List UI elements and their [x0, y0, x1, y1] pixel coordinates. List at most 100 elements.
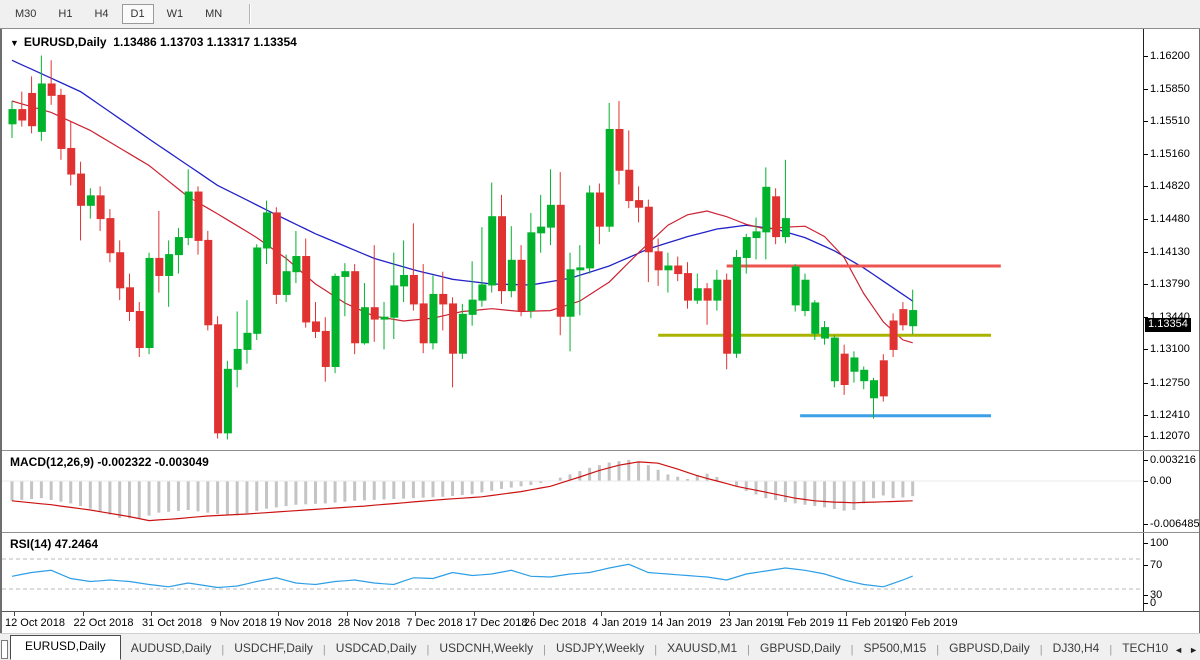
tab-scroll-left-icon[interactable]: ◄ — [1174, 645, 1184, 655]
tab-audusd-daily[interactable]: AUDUSD,Daily — [130, 641, 212, 655]
candle — [174, 228, 183, 274]
candle — [674, 256, 683, 282]
tabbar-gripper[interactable] — [1, 640, 8, 659]
candle — [909, 289, 918, 335]
candle — [37, 55, 46, 141]
price-axis-label: 1.13790 — [1144, 278, 1190, 290]
tab-separator: | — [1039, 644, 1043, 656]
candle — [429, 275, 438, 350]
candle — [537, 194, 546, 253]
tab-usdchf-daily[interactable]: USDCHF,Daily — [234, 641, 313, 655]
tab-dj30-h4[interactable]: DJ30,H4 — [1052, 641, 1100, 655]
timeframe-button-h4[interactable]: H4 — [94, 8, 109, 20]
date-tick — [846, 612, 848, 616]
candle — [360, 283, 369, 345]
macd-axis-label: -0.006485 — [1144, 517, 1200, 530]
candle — [517, 245, 526, 317]
current-price-badge: 1.13354 — [1145, 318, 1191, 333]
macd-axis-label: 0.003216 — [1144, 453, 1196, 466]
candle — [370, 245, 379, 342]
rsi-line — [11, 563, 913, 589]
timeframe-button-w1[interactable]: W1 — [166, 8, 184, 20]
date-axis-label: 22 Oct 2018 — [73, 617, 134, 629]
candle — [772, 188, 781, 245]
candle — [409, 223, 418, 311]
rsi-pane[interactable]: RSI(14) 47.2464 — [2, 533, 1144, 611]
tab-usdcnh-weekly[interactable]: USDCNH,Weekly — [439, 641, 534, 655]
candle — [625, 130, 634, 209]
date-tick — [219, 612, 221, 616]
candle — [282, 254, 291, 303]
tab-sp500-m15[interactable]: SP500,M15 — [863, 641, 927, 655]
tab-scroll-buttons: ◄ ► — [1170, 645, 1198, 655]
candle — [840, 344, 849, 395]
price-axis[interactable]: 1.16200 1.15850 1.15510 1.15160 1.14820 1.144… — [1143, 29, 1199, 450]
rsi-axis-label: 70 — [1143, 559, 1163, 571]
price-axis-label: 1.13100 — [1144, 343, 1190, 356]
symbol-dropdown-icon[interactable]: ▼ — [10, 38, 19, 48]
price-axis-label: 1.14820 — [1144, 180, 1190, 193]
tab-usdjpy-weekly[interactable]: USDJPY,Weekly — [555, 641, 645, 655]
rsi-row: RSI(14) 47.2464 100 70 30 0 — [2, 533, 1199, 611]
price-axis-label: 1.16200 — [1144, 49, 1190, 62]
rsi-axis-label: 100 — [1143, 536, 1169, 549]
candle — [47, 60, 56, 105]
timeframe-button-d1[interactable]: D1 — [121, 4, 154, 24]
tab-usdcad-daily[interactable]: USDCAD,Daily — [335, 641, 417, 655]
price-axis-label: 1.15510 — [1144, 114, 1190, 127]
date-axis-label: 14 Jan 2019 — [651, 617, 712, 629]
candle — [135, 302, 144, 358]
tab-tech10[interactable]: TECH10 — [1122, 641, 1169, 655]
macd-pane[interactable]: MACD(12,26,9) -0.002322 -0.003049 — [2, 451, 1144, 532]
macd-signal-line — [11, 461, 913, 522]
date-tick — [474, 612, 476, 616]
candle — [889, 313, 898, 358]
candle — [233, 311, 242, 388]
candle — [341, 263, 350, 317]
timeframe-button-m30[interactable]: M30 — [15, 8, 37, 20]
candle — [723, 273, 732, 370]
candle — [214, 316, 223, 439]
date-tick — [14, 612, 15, 616]
macd-row: MACD(12,26,9) -0.002322 -0.003049 0.0032… — [2, 451, 1200, 533]
tab-scroll-right-icon[interactable]: ► — [1189, 645, 1198, 655]
candle — [732, 249, 741, 358]
candle — [870, 377, 879, 419]
candle — [615, 101, 624, 185]
price-axis-label: 1.15160 — [1144, 148, 1190, 161]
tab-gbpusd-daily[interactable]: GBPUSD,Daily — [759, 641, 841, 655]
candle — [380, 302, 389, 350]
candle — [155, 211, 164, 293]
rsi-axis-label: 0 — [1143, 597, 1157, 609]
candle — [57, 88, 66, 160]
main-chart-pane[interactable]: ▼ EURUSD,Daily 1.13486 1.13703 1.13317 1.… — [2, 29, 1144, 450]
chart-tab-bar: EURUSD,Daily AUDUSD,Daily | USDCHF,Daily | US… — [0, 633, 1200, 660]
price-axis-label: 1.12410 — [1144, 408, 1190, 421]
timeframe-button-mn[interactable]: MN — [205, 8, 223, 20]
date-tick — [278, 612, 280, 616]
candle — [507, 226, 516, 298]
candle — [664, 252, 673, 293]
tab-gbpusd-daily[interactable]: GBPUSD,Daily — [949, 641, 1030, 655]
candle — [498, 194, 506, 304]
candle — [400, 240, 409, 303]
tab-eurusd-daily[interactable]: EURUSD,Daily — [10, 635, 121, 660]
candle — [243, 300, 252, 364]
candle — [419, 264, 428, 354]
candle — [821, 320, 830, 345]
candle — [321, 317, 330, 382]
candle — [263, 200, 272, 265]
candle — [18, 91, 27, 127]
candle — [850, 351, 859, 383]
date-axis[interactable]: 12 Oct 2018 22 Oct 2018 31 Oct 2018 9 Nov 2… — [2, 611, 1199, 633]
candle — [488, 182, 497, 293]
date-axis-label: 20 Feb 2019 — [895, 617, 958, 629]
chart-title: ▼ EURUSD,Daily 1.13486 1.13703 1.13317 1.… — [10, 35, 297, 49]
timeframe-button-h1[interactable]: H1 — [58, 8, 73, 20]
candle — [635, 186, 644, 223]
tab-separator: | — [1109, 644, 1113, 656]
rsi-axis-label: 30 — [1143, 589, 1163, 601]
tab-xauusd-m1[interactable]: XAUUSD,M1 — [667, 641, 738, 655]
candle — [116, 240, 125, 301]
chart-window: ▼ EURUSD,Daily 1.13486 1.13703 1.13317 1.… — [0, 29, 1200, 633]
